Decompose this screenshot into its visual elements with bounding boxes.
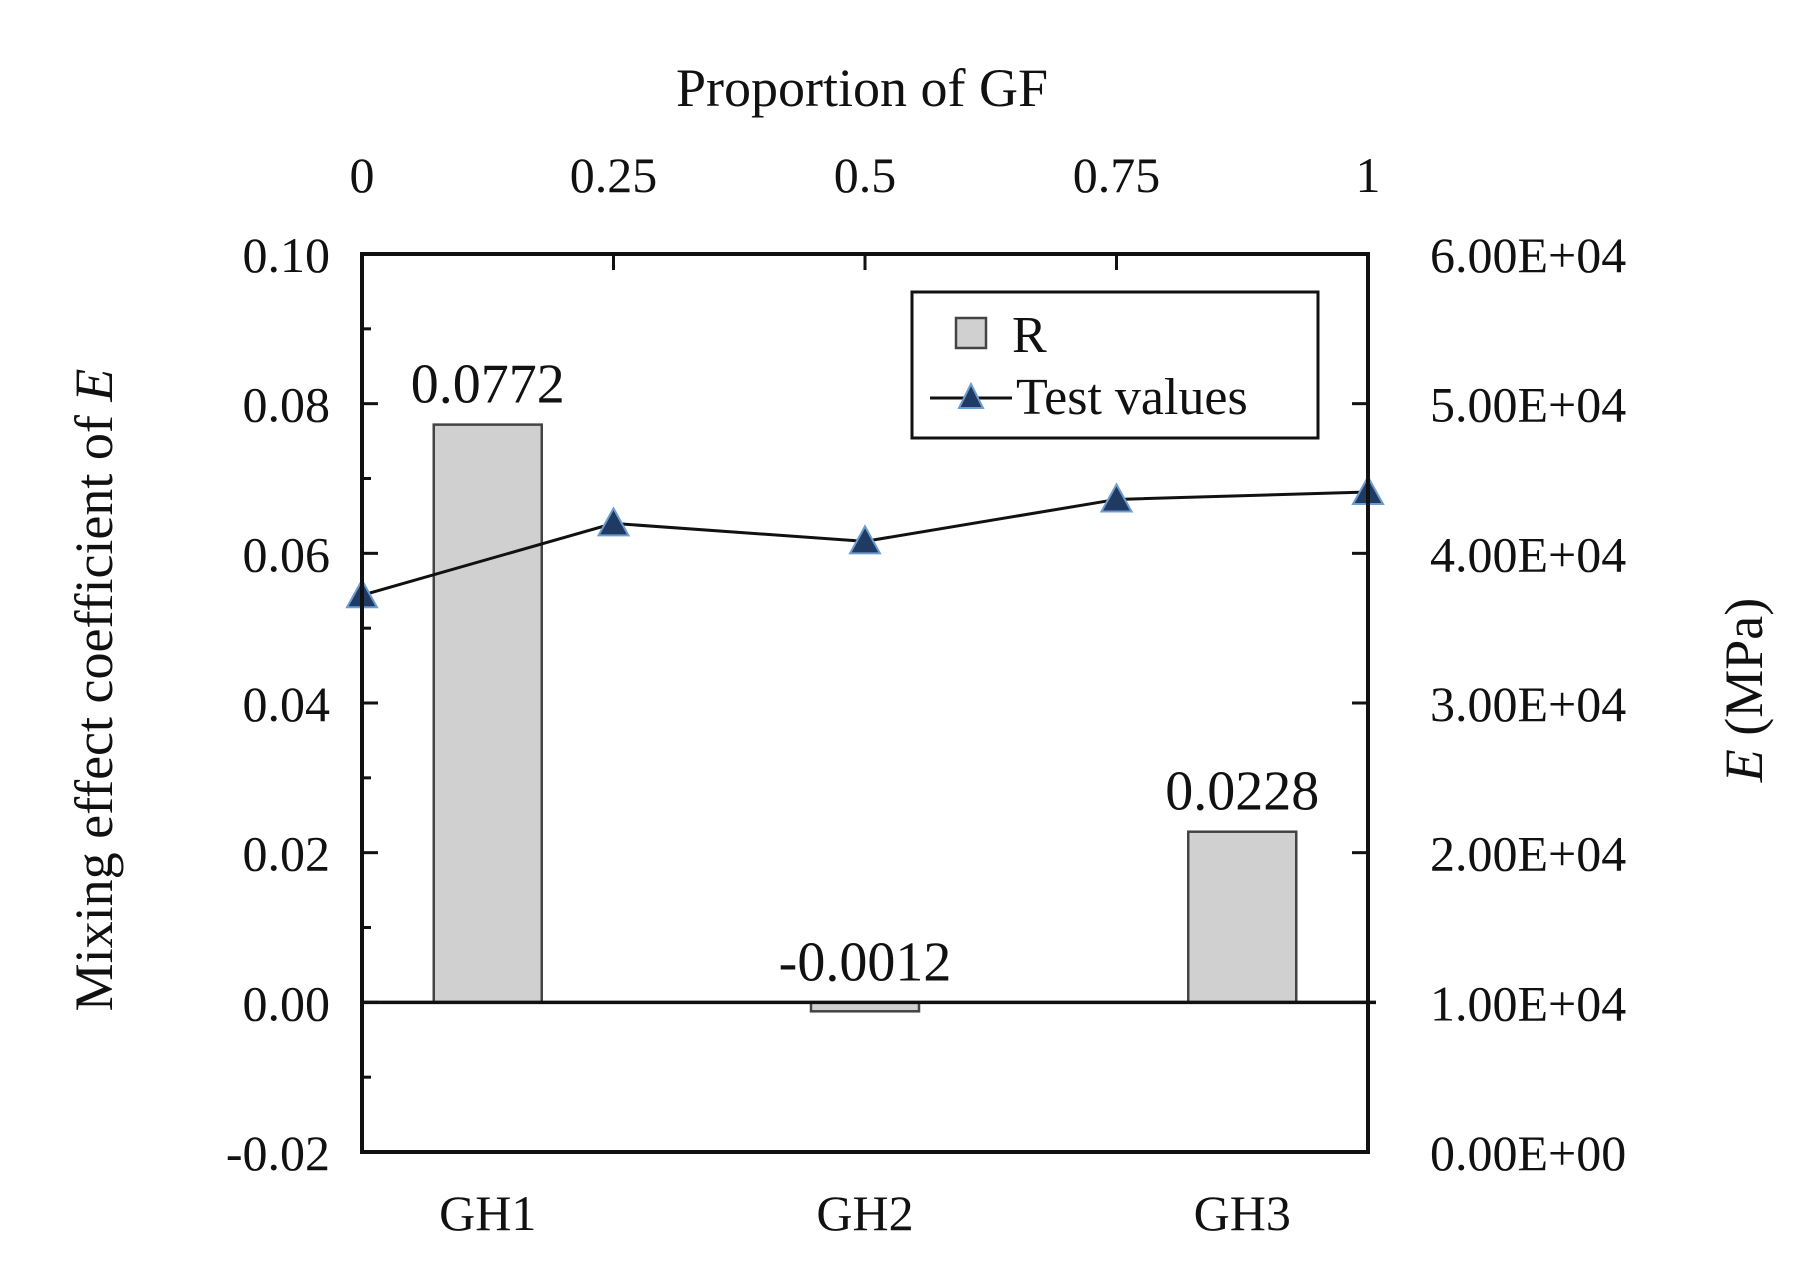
right-axis-title-italic: E: [1714, 749, 1774, 783]
test-value-marker: [596, 506, 631, 537]
right-axis-tick-label: 4.00E+04: [1430, 526, 1626, 582]
bar-GH1: [432, 423, 543, 1004]
right-axis-tick-label: 3.00E+04: [1430, 676, 1626, 732]
left-axis-tick-label: 0.04: [243, 676, 331, 732]
top-axis-tick-label: 0: [350, 147, 375, 203]
left-axis-title-italic: E: [64, 369, 124, 403]
left-axis-tick-label: 0.06: [243, 526, 331, 582]
top-axis-tick-label: 0.75: [1073, 147, 1161, 203]
bar-series: [432, 423, 1298, 1013]
right-axis-title-text: (MPa): [1714, 598, 1774, 749]
left-axis-tick-label: 0.10: [243, 227, 331, 283]
plot-frame: [360, 252, 1370, 1154]
top-axis-tick-label: 0.5: [834, 147, 897, 203]
legend-bar-label: R: [1012, 307, 1047, 364]
left-axis-tick-label: 0.08: [243, 377, 331, 433]
legend-box: [910, 290, 1320, 440]
category-label: GH2: [816, 1185, 913, 1241]
top-axis-tick-label: 1: [1356, 147, 1381, 203]
legend: R Test values: [910, 290, 1320, 440]
category-label: GH1: [439, 1185, 536, 1241]
left-axis-title-text: Mixing effect coefficient of: [64, 402, 124, 1012]
left-axis-tick-label: 0.02: [243, 826, 331, 882]
left-axis-tick-label: -0.02: [226, 1125, 330, 1181]
right-axis-tick-label: 5.00E+04: [1430, 377, 1626, 433]
legend-line-label: Test values: [1016, 369, 1248, 426]
top-axis-tick-label: 0.25: [570, 147, 658, 203]
bar-value-label: 0.0772: [411, 354, 565, 416]
test-value-marker: [848, 524, 882, 555]
right-axis-tick-label: 2.00E+04: [1430, 826, 1626, 882]
legend-bar-swatch: [954, 316, 988, 350]
right-axis-title: E (MPa): [1714, 598, 1774, 783]
bar-GH3: [1187, 830, 1298, 1004]
right-axis-tick-label: 0.00E+00: [1430, 1125, 1626, 1181]
left-axis-title: Mixing effect coefficient of E: [64, 369, 124, 1012]
tick-labels: -0.02 0.00 0.02 0.04 0.06 0.08 0.10 0.00E+00 1.0…: [226, 147, 1626, 1241]
right-axis-tick-label: 6.00E+04: [1430, 227, 1626, 283]
top-axis-title: Proportion of GF: [676, 58, 1048, 118]
legend-triangle-marker: [957, 381, 985, 409]
left-axis-tick-label: 0.00: [243, 975, 331, 1031]
right-axis-tick-label: 1.00E+04: [1430, 975, 1626, 1031]
bar-value-label: -0.0012: [779, 931, 952, 993]
category-label: GH3: [1194, 1185, 1291, 1241]
test-value-marker: [1099, 482, 1134, 513]
bar-value-label: 0.0228: [1165, 761, 1319, 823]
